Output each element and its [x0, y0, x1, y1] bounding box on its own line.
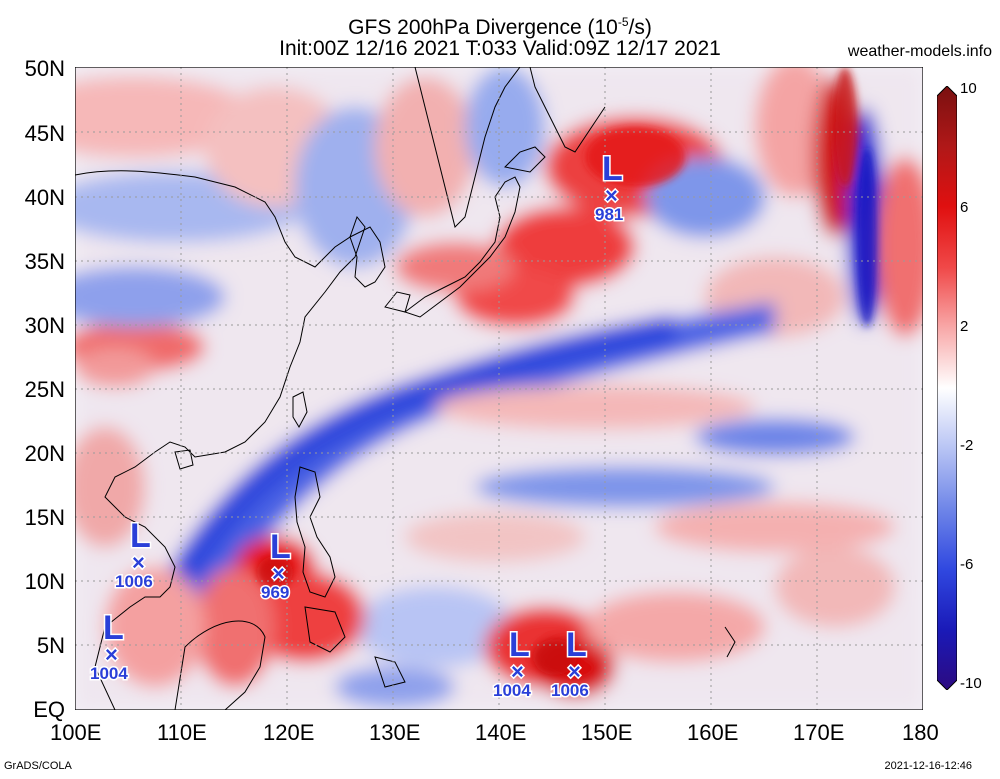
- svg-text:L: L: [130, 517, 151, 555]
- colorbar-label: 2: [960, 318, 969, 335]
- svg-text:L: L: [509, 626, 530, 664]
- lon-label: 120E: [263, 720, 315, 745]
- svg-text:1006: 1006: [551, 681, 589, 700]
- lat-label: 50N: [24, 56, 65, 81]
- colorbar-label: 10: [960, 80, 977, 97]
- lon-label: 100E: [50, 720, 102, 745]
- svg-text:L: L: [602, 150, 623, 188]
- graticule: [75, 67, 923, 710]
- svg-text:1004: 1004: [493, 681, 531, 700]
- timestamp: 2021-12-16-12:46: [884, 760, 972, 772]
- svg-text:L: L: [270, 528, 291, 566]
- lat-label: 15N: [24, 505, 65, 530]
- divergence-map: L × 981 L × 1006 L × 969 L × 1004 L × 10…: [75, 67, 923, 710]
- low-marker: L × 1006: [550, 625, 591, 702]
- map-title: GFS 200hPa Divergence (10-5/s): [348, 15, 652, 39]
- low-marker: L × 1006: [114, 516, 155, 593]
- colorbar: [937, 86, 957, 690]
- site-credit: weather-models.info: [847, 43, 992, 60]
- coastlines: [75, 67, 736, 710]
- lat-label: 20N: [24, 441, 65, 466]
- svg-text:1006: 1006: [115, 572, 153, 591]
- svg-text:981: 981: [595, 205, 623, 224]
- lat-label: 30N: [24, 313, 65, 338]
- lat-label: 25N: [24, 377, 65, 402]
- svg-text:×: ×: [568, 659, 581, 684]
- svg-text:×: ×: [105, 642, 118, 667]
- svg-text:L: L: [566, 626, 587, 664]
- lon-label: 170E: [793, 720, 845, 745]
- lon-label: 140E: [475, 720, 527, 745]
- lat-label: 40N: [24, 185, 65, 210]
- map-subtitle: Init:00Z 12/16 2021 T:033 Valid:09Z 12/1…: [279, 37, 721, 60]
- low-marker: L × 969: [260, 527, 293, 604]
- low-marker: L × 981: [594, 149, 625, 226]
- svg-text:×: ×: [272, 561, 285, 586]
- svg-text:×: ×: [511, 659, 524, 684]
- low-marker: L × 1004: [89, 608, 130, 685]
- colorbar-label: -6: [960, 556, 974, 573]
- svg-text:L: L: [103, 609, 124, 647]
- lat-label: EQ: [33, 697, 65, 722]
- lat-label: 10N: [24, 569, 65, 594]
- lat-label: 35N: [24, 249, 65, 274]
- divergence-field: [75, 67, 923, 710]
- grads-credit: GrADS/COLA: [4, 760, 72, 772]
- lon-label: 110E: [157, 720, 207, 745]
- lat-label: 45N: [24, 121, 65, 146]
- colorbar-label: -10: [960, 675, 982, 692]
- lon-label: 180: [902, 720, 939, 745]
- colorbar-label: 6: [960, 199, 969, 216]
- svg-text:×: ×: [132, 550, 145, 575]
- lon-label: 130E: [369, 720, 421, 745]
- svg-text:969: 969: [261, 583, 289, 602]
- lat-label: 5N: [36, 633, 65, 658]
- lon-label: 160E: [687, 720, 739, 745]
- low-pressure-markers: L × 981 L × 1006 L × 969 L × 1004 L × 10…: [89, 149, 625, 702]
- colorbar-label: -2: [960, 437, 974, 454]
- lon-label: 150E: [581, 720, 633, 745]
- svg-text:×: ×: [605, 183, 618, 208]
- svg-text:1004: 1004: [90, 664, 128, 683]
- low-marker: L × 1004: [492, 625, 533, 702]
